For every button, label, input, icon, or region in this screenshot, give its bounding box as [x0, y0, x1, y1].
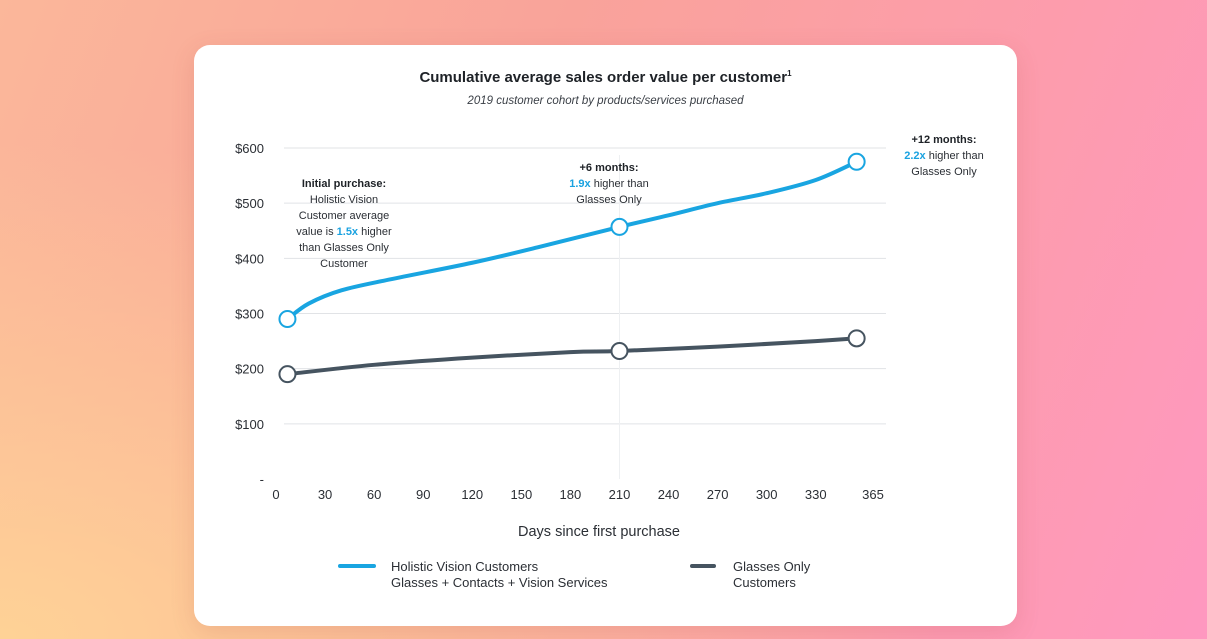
x-tick-label: 0	[272, 487, 279, 502]
legend-swatch-glasses	[690, 564, 716, 568]
chart-card: Cumulative average sales order value per…	[194, 45, 1017, 626]
x-tick-label: 240	[658, 487, 680, 502]
chart-title: Cumulative average sales order value per…	[419, 69, 792, 86]
legend-item-glasses: Glasses Only Customers	[733, 559, 811, 590]
data-point-glasses	[610, 342, 629, 361]
y-tick-label: $600	[235, 141, 264, 156]
y-tick-label: $100	[235, 417, 264, 432]
x-tick-label: 330	[805, 487, 827, 502]
line-chart: - $100 $200 $300 $400 $500 $600 0 30 60 90 120 150 18…	[235, 141, 886, 502]
series-line-glasses	[285, 336, 859, 377]
x-tick-label: 30	[318, 487, 332, 502]
x-tick-label: 180	[560, 487, 582, 502]
annotation-twelve-months: +12 months: 2.2x higher than Glasses Onl…	[904, 134, 984, 178]
x-tick-label: 300	[756, 487, 778, 502]
annotation-six-months: +6 months: 1.9x higher than Glasses Only	[569, 162, 649, 206]
data-point-glasses	[847, 329, 866, 348]
x-tick-label: 365	[862, 487, 884, 502]
legend-item-holistic: Holistic Vision Customers Glasses + Cont…	[391, 559, 608, 590]
x-axis-label: Days since first purchase	[518, 524, 680, 540]
data-point-glasses	[278, 365, 297, 384]
data-point-holistic	[610, 217, 629, 236]
chart-subtitle: 2019 customer cohort by products/service…	[467, 95, 744, 107]
annotation-initial-purchase: Initial purchase: Holistic Vision Custom…	[296, 178, 392, 270]
y-tick-label: $400	[235, 251, 264, 266]
series-line-holistic	[285, 159, 859, 322]
x-tick-label: 270	[707, 487, 729, 502]
y-tick-label: $200	[235, 362, 264, 377]
x-tick-label: 120	[461, 487, 483, 502]
x-tick-label: 150	[510, 487, 532, 502]
data-point-holistic	[847, 152, 866, 171]
y-tick-label: -	[260, 472, 264, 487]
y-tick-label: $500	[235, 196, 264, 211]
x-tick-label: 60	[367, 487, 381, 502]
x-tick-label: 90	[416, 487, 430, 502]
x-tick-label: 210	[609, 487, 631, 502]
y-tick-label: $300	[235, 307, 264, 322]
data-point-holistic	[278, 310, 297, 329]
legend-swatch-holistic	[338, 564, 376, 568]
